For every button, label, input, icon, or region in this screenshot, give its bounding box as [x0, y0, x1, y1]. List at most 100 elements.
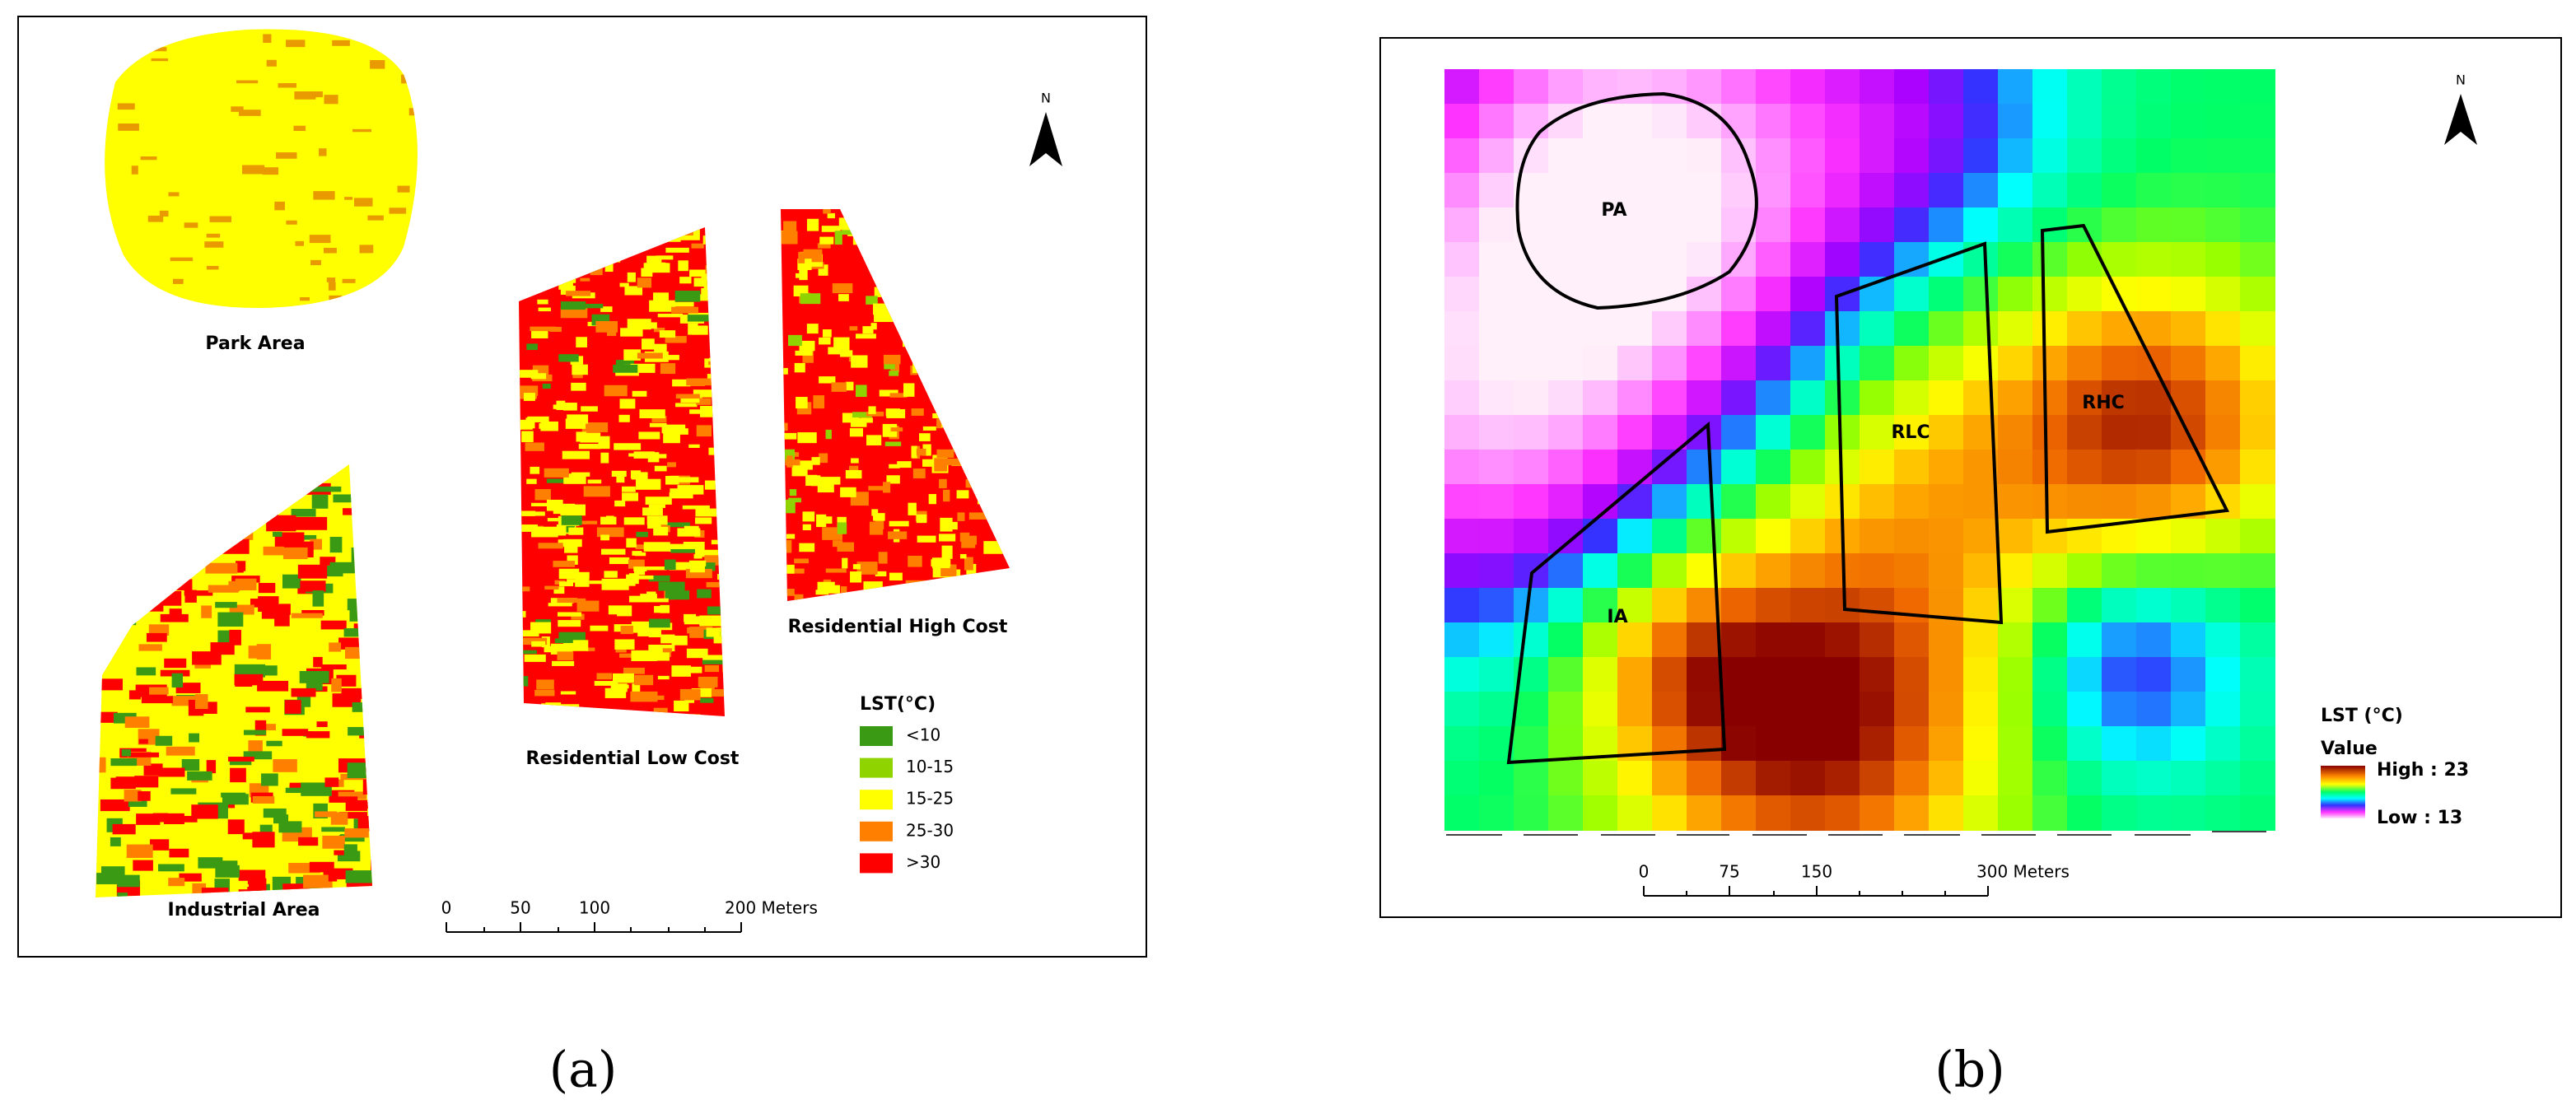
- land-cover-patch: [782, 367, 788, 375]
- land-cover-patch: [783, 221, 797, 234]
- land-cover-patch: [215, 602, 237, 608]
- raster-cell: [1479, 692, 1514, 727]
- land-cover-patch: [128, 752, 160, 757]
- land-cover-patch: [817, 581, 835, 591]
- land-cover-patch: [889, 464, 900, 468]
- land-cover-patch: [558, 612, 582, 617]
- raster-cell: [2067, 415, 2102, 450]
- land-cover-patch: [179, 873, 202, 882]
- land-cover-patch: [252, 796, 275, 804]
- land-cover-patch: [693, 277, 707, 287]
- raster-cell: [2136, 553, 2172, 589]
- land-cover-patch: [576, 520, 598, 524]
- land-cover-patch: [855, 385, 867, 398]
- land-cover-patch: [181, 758, 200, 771]
- land-cover-patch: [184, 590, 213, 596]
- land-cover-patch: [604, 385, 628, 397]
- raster-cell: [1617, 380, 1653, 416]
- land-cover-patch: [561, 515, 582, 525]
- land-cover-patch: [572, 373, 583, 379]
- land-cover-patch: [799, 340, 815, 352]
- land-cover-patch: [100, 678, 123, 691]
- land-cover-patch: [285, 787, 309, 794]
- raster-cell: [1687, 415, 1722, 450]
- raster-cell: [1687, 207, 1722, 243]
- raster-cell: [2067, 242, 2102, 277]
- raster-cell: [1583, 104, 1618, 139]
- raster-cell: [1687, 484, 1722, 520]
- land-cover-patch: [897, 461, 912, 468]
- raster-cell: [1721, 795, 1757, 831]
- raster-cell: [1998, 415, 2033, 450]
- land-cover-patch: [583, 486, 610, 497]
- raster-cell: [2171, 450, 2206, 485]
- raster-cell: [1583, 380, 1618, 416]
- raster-cell: [1790, 138, 1826, 174]
- raster-cell: [2102, 207, 2137, 243]
- raster-cell: [1929, 173, 1964, 208]
- raster-cell: [1444, 277, 1480, 312]
- land-cover-patch: [956, 490, 969, 499]
- land-cover-patch: [527, 416, 549, 422]
- scale-label: 50: [510, 898, 530, 918]
- land-cover-patch: [806, 324, 819, 334]
- raster-cell: [1652, 519, 1687, 554]
- raster-cell: [1860, 622, 1895, 658]
- land-cover-patch: [903, 383, 915, 397]
- raster-cell: [1894, 657, 1930, 692]
- raster-cell: [1444, 311, 1480, 347]
- raster-cell: [1444, 588, 1480, 623]
- land-cover-patch: [648, 262, 666, 268]
- land-cover-patch: [686, 648, 708, 659]
- raster-cell: [2205, 588, 2241, 623]
- raster-cell: [2032, 795, 2068, 831]
- land-cover-patch: [164, 658, 187, 669]
- raster-cell: [1687, 69, 1722, 105]
- land-cover-patch: [870, 323, 877, 330]
- land-cover-patch: [146, 632, 167, 642]
- raster-cell: [1998, 553, 2033, 589]
- land-cover-patch: [286, 220, 297, 225]
- raster-cell: [1929, 242, 1964, 277]
- raster-cell: [1548, 380, 1584, 416]
- raster-cell: [2240, 346, 2275, 381]
- land-cover-patch: [261, 773, 278, 786]
- raster-cell: [2136, 69, 2172, 105]
- land-cover-patch: [172, 278, 184, 284]
- land-cover-patch: [557, 598, 578, 604]
- raster: [1444, 69, 2275, 831]
- land-cover-patch: [890, 427, 903, 432]
- north-arrow: [2444, 94, 2477, 145]
- raster-cell: [1514, 484, 1549, 520]
- land-cover-patch: [344, 638, 357, 644]
- land-cover-patch: [278, 821, 302, 833]
- land-cover-patch: [671, 477, 699, 482]
- raster-cell: [1548, 207, 1584, 243]
- raster-cell: [1479, 69, 1514, 105]
- land-cover-patch: [658, 454, 667, 459]
- land-cover-patch: [883, 354, 901, 365]
- raster-cell: [1929, 795, 1964, 831]
- raster-cell: [1479, 588, 1514, 623]
- raster-cell: [1444, 657, 1480, 692]
- land-cover-patch: [352, 701, 366, 712]
- raster-cell: [1929, 726, 1964, 762]
- land-cover-patch: [673, 545, 687, 549]
- land-cover-patch: [530, 622, 552, 634]
- land-cover-patch: [586, 647, 595, 651]
- land-cover-patch: [959, 532, 970, 542]
- land-cover-patch: [262, 167, 279, 175]
- land-cover-patch: [558, 539, 568, 546]
- land-cover-patch: [538, 543, 563, 549]
- land-cover-patch: [206, 760, 217, 774]
- raster-cell: [1548, 346, 1584, 381]
- raster-cell: [1998, 380, 2033, 416]
- land-cover-patch: [642, 338, 655, 350]
- land-cover-patch: [408, 108, 418, 116]
- raster-cell: [1998, 138, 2033, 174]
- raster-cell: [1825, 346, 1860, 381]
- land-cover-patch: [560, 307, 588, 319]
- raster-cell: [1583, 657, 1618, 692]
- raster-cell: [1894, 484, 1930, 520]
- raster-cell: [1963, 311, 1999, 347]
